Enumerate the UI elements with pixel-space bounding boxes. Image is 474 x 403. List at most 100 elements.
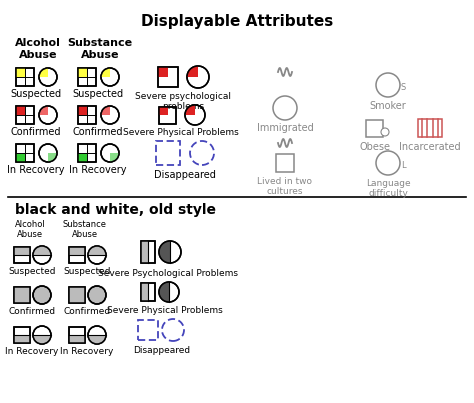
Circle shape (162, 319, 184, 341)
Text: Substance
Abuse: Substance Abuse (67, 38, 133, 60)
Circle shape (101, 106, 119, 124)
Bar (69, 247, 85, 263)
Wedge shape (39, 68, 48, 77)
Bar (69, 327, 85, 343)
Wedge shape (33, 335, 51, 344)
Circle shape (33, 286, 51, 304)
Wedge shape (33, 246, 51, 255)
Circle shape (39, 68, 57, 86)
Bar (78, 144, 96, 162)
Text: In Recovery: In Recovery (7, 165, 65, 175)
Circle shape (159, 282, 179, 302)
Text: Alcohol
Abuse: Alcohol Abuse (15, 38, 61, 60)
Wedge shape (48, 153, 57, 162)
Text: Suspected: Suspected (10, 89, 62, 99)
Bar (69, 287, 85, 303)
Bar (158, 67, 168, 77)
Wedge shape (159, 282, 169, 302)
Circle shape (159, 241, 181, 263)
Text: In Recovery: In Recovery (5, 347, 59, 356)
Circle shape (88, 326, 106, 344)
Bar (16, 144, 34, 162)
Bar (14, 327, 30, 343)
Bar (159, 106, 168, 115)
Text: Confirmed: Confirmed (73, 127, 123, 137)
Wedge shape (101, 68, 110, 77)
Bar (16, 68, 25, 77)
Bar (78, 68, 87, 77)
Bar (14, 247, 30, 263)
Circle shape (33, 326, 51, 344)
Bar (141, 241, 155, 263)
Bar (16, 153, 25, 162)
Text: Suspected: Suspected (8, 267, 56, 276)
Bar (69, 287, 85, 303)
Circle shape (101, 144, 119, 162)
Bar (138, 320, 158, 340)
Text: Smoker: Smoker (370, 101, 406, 111)
Text: Suspected: Suspected (63, 267, 111, 276)
Bar (69, 335, 85, 343)
Bar (16, 68, 34, 86)
Circle shape (381, 128, 389, 136)
Text: Substance
Abuse: Substance Abuse (63, 220, 107, 239)
Bar (69, 327, 85, 343)
Text: Confirmed: Confirmed (9, 307, 55, 316)
Text: Confirmed: Confirmed (64, 307, 110, 316)
Text: Incarcerated: Incarcerated (399, 142, 461, 152)
Wedge shape (110, 153, 119, 162)
Text: Displayable Attributes: Displayable Attributes (141, 14, 333, 29)
Bar (16, 106, 34, 124)
Bar (158, 67, 178, 87)
Bar (276, 154, 294, 172)
Bar (14, 335, 30, 343)
Bar (141, 241, 155, 263)
Bar (141, 283, 155, 301)
Bar (141, 283, 155, 301)
Bar (14, 287, 30, 303)
Circle shape (101, 68, 119, 86)
Text: Severe psychological
problems: Severe psychological problems (135, 92, 231, 111)
Text: In Recovery: In Recovery (69, 165, 127, 175)
Bar (16, 106, 25, 115)
Text: Disappeared: Disappeared (154, 170, 216, 180)
Bar (78, 144, 96, 162)
Bar (159, 106, 176, 123)
Circle shape (88, 246, 106, 264)
Circle shape (33, 246, 51, 264)
Text: Immigrated: Immigrated (256, 123, 313, 133)
Text: Severe Physical Problems: Severe Physical Problems (107, 306, 223, 315)
Circle shape (376, 151, 400, 175)
Bar (156, 141, 180, 165)
Text: Obese: Obese (359, 142, 391, 152)
Bar (16, 68, 34, 86)
Bar (14, 247, 30, 255)
Wedge shape (88, 246, 106, 255)
Bar (78, 68, 96, 86)
Bar (14, 287, 30, 303)
Text: Suspected: Suspected (73, 89, 124, 99)
Circle shape (273, 96, 297, 120)
Wedge shape (88, 335, 106, 344)
Circle shape (88, 286, 106, 304)
Bar (69, 247, 85, 263)
Circle shape (190, 141, 214, 165)
Wedge shape (187, 66, 198, 77)
Bar (141, 283, 148, 301)
Bar (159, 106, 176, 123)
Bar (78, 68, 96, 86)
Text: black and white, old style: black and white, old style (15, 203, 216, 217)
Bar (366, 120, 383, 137)
Bar (14, 247, 30, 263)
Wedge shape (101, 106, 110, 115)
Circle shape (376, 73, 400, 97)
Text: L: L (401, 162, 406, 170)
Text: Confirmed: Confirmed (11, 127, 61, 137)
Bar (16, 106, 34, 124)
Bar (418, 119, 442, 137)
Text: Alcohol
Abuse: Alcohol Abuse (15, 220, 46, 239)
Circle shape (185, 105, 205, 125)
Text: S: S (401, 83, 406, 93)
Wedge shape (39, 106, 48, 115)
Wedge shape (159, 241, 170, 263)
